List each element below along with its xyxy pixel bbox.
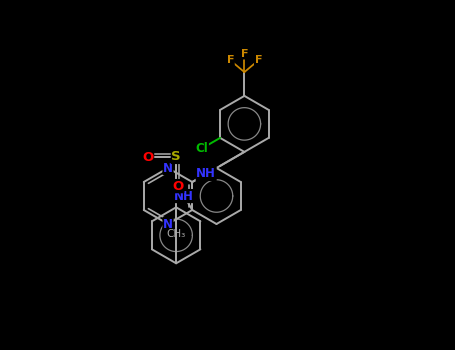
Text: N: N [163,217,173,231]
Text: F: F [241,49,248,59]
Text: F: F [255,55,262,65]
Text: O: O [142,152,154,164]
Text: F: F [227,55,234,65]
Text: Cl: Cl [196,142,208,155]
Text: NH: NH [196,167,216,181]
Text: CH₃: CH₃ [167,229,186,239]
Text: N: N [163,161,173,175]
Text: S: S [172,150,181,163]
Text: O: O [172,180,184,193]
Text: NH: NH [174,190,194,203]
